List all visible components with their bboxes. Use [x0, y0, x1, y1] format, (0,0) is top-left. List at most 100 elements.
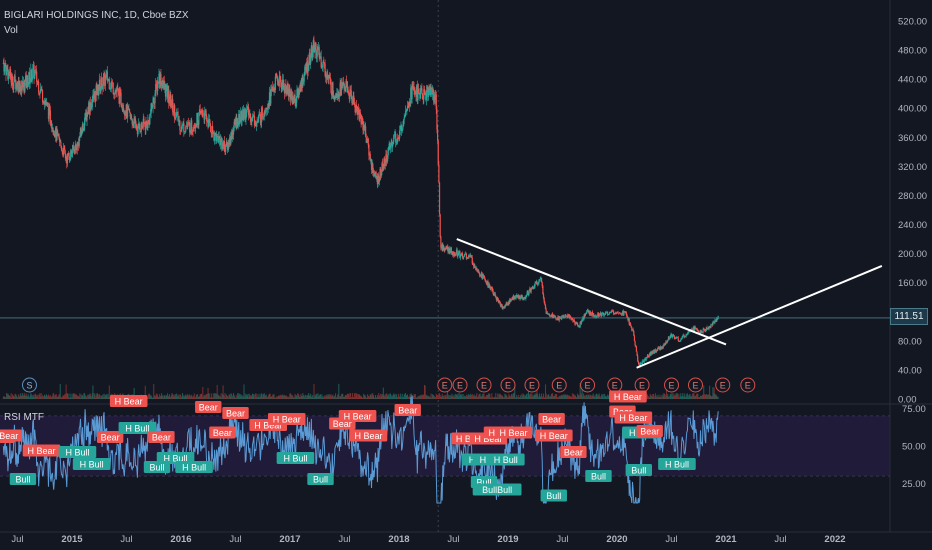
price-tick-label: 200.00	[898, 249, 927, 260]
bull-label-box	[540, 489, 567, 502]
time-tick-label: 2018	[388, 534, 409, 545]
split-marker	[21, 377, 37, 393]
bear-label-text: H Bear	[273, 415, 301, 425]
bull-label-text: H Bull	[494, 455, 518, 465]
bull-label-text: H Bull	[182, 463, 206, 473]
split-marker-label: S	[26, 381, 32, 391]
earnings-marker-label: E	[529, 381, 535, 391]
price-tick-label: 280.00	[898, 191, 927, 202]
bear-label-box	[349, 429, 388, 442]
price-tick-label: 80.00	[898, 336, 922, 347]
bear-label-box	[394, 404, 421, 416]
time-axis: Jul 2015 Jul 2016 Jul 2017 Jul 2018 Jul 2019 Jul 20…	[11, 534, 845, 545]
bear-label-text: H Bear	[115, 397, 143, 407]
time-tick-label: 2022	[824, 534, 845, 545]
bull-label-text: Bull	[546, 491, 561, 501]
earnings-marker	[551, 377, 567, 393]
time-tick-label: Jul	[229, 534, 241, 545]
bear-label-text: H Bear	[619, 413, 647, 423]
bear-label-text: Bear	[101, 433, 120, 443]
bear-label-box	[148, 431, 175, 443]
volume-label[interactable]: Vol	[4, 25, 18, 36]
price-axis: 0.0040.0080.00120.00160.00200.00240.0028…	[898, 17, 927, 406]
earnings-marker	[715, 377, 731, 393]
bull-label-text: H Bull	[125, 424, 149, 434]
trendline	[636, 265, 883, 369]
bull-label-box	[307, 473, 334, 485]
bear-label-box	[534, 429, 573, 442]
price-candles	[2, 35, 719, 368]
time-tick-label: Jul	[774, 534, 786, 545]
bear-label-text: Bear	[564, 448, 583, 458]
bear-label-box	[609, 390, 647, 403]
bull-label-text: Bull	[631, 466, 646, 476]
earnings-marker-label: E	[442, 381, 448, 391]
bull-label-box	[658, 458, 696, 470]
price-tick-label: 240.00	[898, 220, 927, 231]
time-tick-label: Jul	[556, 534, 568, 545]
bear-label-box	[109, 395, 148, 407]
earnings-marker-label: E	[457, 381, 463, 391]
bear-label-text: Bear	[152, 433, 171, 443]
bull-label-text: Bull	[313, 475, 328, 485]
bear-label-text: Bear	[0, 431, 18, 441]
bear-label-text: H Bear	[474, 434, 502, 444]
bull-label-box	[276, 452, 315, 464]
earnings-marker-label: E	[692, 381, 698, 391]
earnings-marker-label: E	[639, 381, 645, 391]
time-tick-label: 2020	[606, 534, 627, 545]
trendlines	[456, 238, 883, 369]
bull-label-box	[625, 464, 652, 476]
bear-label-text: H Bear	[254, 421, 282, 431]
earnings-marker-label: E	[585, 381, 591, 391]
earnings-marker	[452, 377, 468, 393]
earnings-marker-label: E	[612, 381, 618, 391]
price-tick-label: 360.00	[898, 133, 927, 144]
earnings-marker	[664, 377, 679, 393]
bull-label-text: H Bull	[665, 460, 689, 470]
bear-label-box	[0, 429, 22, 442]
bear-label-box	[538, 413, 565, 425]
time-tick-label: 2019	[497, 534, 518, 545]
bull-label-text: H Bull	[65, 448, 89, 458]
bear-label-text: H Bear	[614, 392, 642, 402]
rsi-tick-label: 25.00	[902, 479, 926, 490]
bull-label-text: H Bull	[80, 460, 104, 470]
bear-label-text: H Bear	[344, 412, 372, 422]
price-tick-label: 480.00	[898, 46, 927, 57]
earnings-marker	[740, 377, 756, 393]
earnings-marker-label: E	[556, 381, 562, 391]
bull-label-box	[58, 446, 97, 458]
bull-label-text: Bull	[477, 478, 492, 488]
rsi-axis: 25.00 50.00 75.00	[902, 404, 926, 490]
bull-label-text: Bull	[15, 475, 30, 485]
bear-label-box	[560, 446, 587, 458]
bear-label-box	[22, 444, 61, 457]
bear-label-text: Bear	[199, 403, 218, 413]
bear-label-text: Bear	[398, 406, 417, 416]
earnings-marker-label: E	[745, 381, 751, 391]
time-tick-label: Jul	[11, 534, 23, 545]
rsi-title[interactable]: RSI MTF	[4, 412, 44, 423]
price-tick-label: 440.00	[898, 75, 927, 86]
symbol-title[interactable]: BIGLARI HOLDINGS INC, 1D, Cboe BZX	[4, 10, 189, 21]
bear-label-text: Bear	[213, 428, 232, 438]
time-tick-label: Jul	[120, 534, 132, 545]
bull-label-box	[9, 473, 37, 485]
bear-label-box	[96, 431, 124, 443]
earnings-marker	[687, 377, 703, 393]
earnings-marker	[500, 377, 516, 393]
bear-label-box	[195, 401, 222, 413]
rsi-tick-label: 75.00	[902, 404, 926, 415]
bear-label-text: H Bear	[354, 431, 382, 441]
bull-label-box	[175, 461, 213, 473]
bear-label-box	[494, 426, 533, 439]
earnings-markers: E E E E E E E E E E E E ES	[21, 377, 756, 393]
earnings-marker	[437, 377, 453, 393]
bear-label-text: Bear	[333, 419, 352, 429]
bear-label-box	[614, 411, 653, 424]
bear-label-box	[222, 407, 249, 419]
time-tick-label: 2021	[715, 534, 737, 545]
price-tick-label: 320.00	[898, 162, 927, 173]
